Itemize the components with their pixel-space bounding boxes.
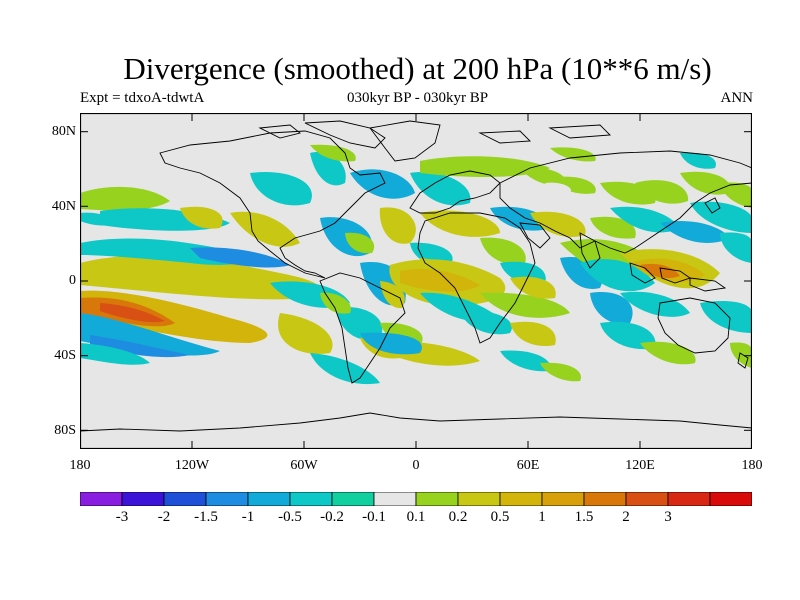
divergence-map bbox=[80, 113, 752, 449]
colorbar-swatch bbox=[163, 492, 207, 506]
divergence-contours bbox=[80, 144, 752, 385]
colorbar-label: 1 bbox=[538, 509, 546, 525]
colorbar-label: -2 bbox=[157, 509, 171, 525]
period-label: 030kyr BP - 030kyr BP bbox=[346, 90, 489, 106]
map-canvas bbox=[80, 113, 752, 449]
colorbar-swatch bbox=[583, 492, 627, 506]
colorbar-swatch bbox=[205, 492, 249, 506]
lon-label-120w: 120W bbox=[174, 458, 210, 473]
lat-label-80n: 80N bbox=[51, 124, 76, 139]
lon-label-0: 0 bbox=[412, 458, 420, 473]
lat-label-eq: 0 bbox=[69, 273, 76, 288]
colorbar-label: -0.2 bbox=[320, 509, 344, 525]
colorbar-label: -3 bbox=[115, 509, 129, 525]
colorbar-label: -0.1 bbox=[362, 509, 386, 525]
lat-label-40n: 40N bbox=[51, 199, 76, 214]
lat-label-80s: 80S bbox=[54, 423, 76, 438]
colorbar-swatch bbox=[331, 492, 375, 506]
colorbar-swatch bbox=[121, 492, 165, 506]
colorbar-label: -0.5 bbox=[278, 509, 302, 525]
colorbar-swatch bbox=[415, 492, 459, 506]
colorbar-swatch bbox=[289, 492, 333, 506]
colorbar-swatch bbox=[709, 492, 752, 506]
colorbar-swatch bbox=[625, 492, 669, 506]
plot-title: Divergence (smoothed) at 200 hPa (10**6 … bbox=[123, 51, 712, 86]
colorbar-swatch bbox=[373, 492, 417, 506]
coastlines bbox=[80, 120, 752, 432]
season-label: ANN bbox=[720, 90, 754, 106]
colorbar-swatch bbox=[667, 492, 711, 506]
colorbar-label: 0.1 bbox=[406, 509, 426, 525]
colorbar-label: 0.2 bbox=[448, 509, 468, 525]
colorbar-label: 1.5 bbox=[574, 509, 594, 525]
axis-ticks bbox=[80, 113, 752, 449]
colorbar-label: 2 bbox=[622, 509, 630, 525]
colorbar-swatch bbox=[80, 492, 123, 506]
colorbar-swatch bbox=[247, 492, 291, 506]
colorbar-label: 0.5 bbox=[490, 509, 510, 525]
lat-label-40s: 40S bbox=[54, 348, 76, 363]
lon-label-60w: 60W bbox=[290, 458, 318, 473]
lon-label-120e: 120E bbox=[625, 458, 655, 473]
colorbar-label: -1.5 bbox=[194, 509, 218, 525]
colorbar-swatch bbox=[457, 492, 501, 506]
colorbar bbox=[80, 492, 752, 506]
colorbar-swatch bbox=[541, 492, 585, 506]
experiment-label: Expt = tdxoA-tdwtA bbox=[80, 90, 205, 106]
colorbar-swatch bbox=[499, 492, 543, 506]
lon-label-180e: 180 bbox=[741, 458, 763, 473]
colorbar-label: 3 bbox=[664, 509, 672, 525]
colorbar-label: -1 bbox=[241, 509, 255, 525]
lon-label-60e: 60E bbox=[516, 458, 540, 473]
lon-label-180w: 180 bbox=[69, 458, 91, 473]
